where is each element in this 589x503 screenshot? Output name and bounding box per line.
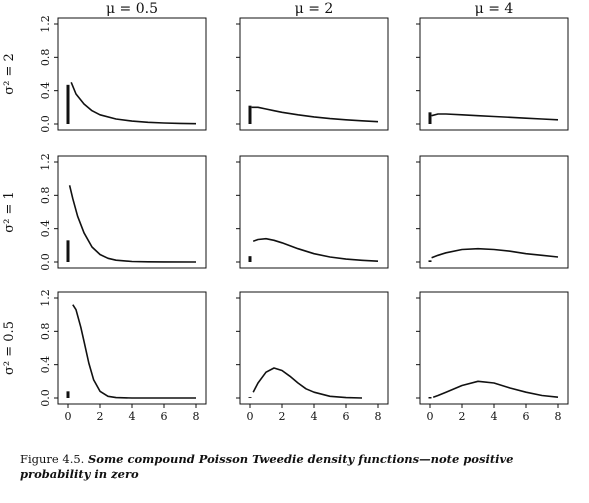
x-tick-label: 8 (375, 410, 382, 423)
panel: 0.0 0.4 0.8 1.2 (39, 15, 207, 133)
x-tick-label: 2 (279, 410, 286, 423)
panel-frame (57, 17, 207, 131)
column-label: μ = 4 (475, 1, 514, 17)
zero-mass-bar (428, 260, 432, 262)
panel-frame (239, 17, 389, 131)
column-labels: μ = 0.5 μ = 2 μ = 4 (106, 1, 513, 17)
zero-mass-bar (428, 397, 432, 399)
density-panel-grid: μ = 0.5 μ = 2 μ = 4 σ² = 2 σ² = 1 σ² = 0.5 0… (2, 1, 569, 423)
caption-lead: Figure 4.5. (20, 452, 85, 466)
x-tick-label: 0 (427, 410, 434, 423)
zero-mass-bar (248, 105, 252, 124)
x-tick-label: 4 (129, 410, 136, 423)
density-curve (68, 185, 197, 263)
x-tick-label: 4 (311, 410, 318, 423)
caption-body: Some compound Poisson Tweedie density fu… (20, 452, 514, 481)
x-tick-label: 0 (65, 410, 72, 423)
density-curve (70, 81, 197, 125)
panel-frame (419, 155, 569, 269)
row-label: σ² = 2 (2, 53, 17, 95)
panel (416, 17, 569, 131)
panel (236, 17, 389, 131)
zero-mass-bar (66, 84, 70, 124)
density-curve (251, 106, 379, 123)
panel: 0 2 4 6 8 (236, 291, 389, 423)
y-tick-label: 0.0 (39, 115, 52, 133)
x-tick-label: 0 (247, 410, 254, 423)
zero-mass-bar (248, 256, 252, 262)
panel: 0.0 0.4 0.8 1.2 (39, 153, 207, 271)
y-tick-label: 0.4 (39, 82, 52, 100)
density-curve (252, 367, 363, 399)
y-tick-label: 0.8 (39, 187, 52, 205)
zero-mass-bar (428, 112, 432, 124)
x-tick-label: 2 (459, 410, 466, 423)
y-tick-label: 0.4 (39, 356, 52, 374)
row-label: σ² = 0.5 (2, 321, 17, 375)
density-curve (252, 237, 379, 262)
y-tick-label: 0.4 (39, 220, 52, 238)
y-tick-label: 0.0 (39, 389, 52, 407)
x-tick-label: 6 (523, 410, 530, 423)
column-label: μ = 2 (295, 1, 334, 17)
panel-frame (239, 155, 389, 269)
panel-frame (239, 291, 389, 405)
row-label: σ² = 1 (2, 191, 17, 233)
panel-frame (57, 291, 207, 405)
y-tick-label: 1.2 (39, 15, 52, 33)
x-tick-label: 8 (193, 410, 200, 423)
y-tick-label: 0.8 (39, 49, 52, 66)
y-tick-label: 1.2 (39, 289, 52, 307)
x-tick-label: 6 (343, 410, 350, 423)
figure-caption: Figure 4.5. Some compound Poisson Tweedi… (20, 452, 580, 482)
zero-mass-bar (66, 240, 70, 262)
column-label: μ = 0.5 (106, 1, 158, 17)
x-tick-label: 2 (97, 410, 104, 423)
density-curve (431, 247, 559, 259)
panel-frame (419, 17, 569, 131)
panel (416, 155, 569, 269)
y-tick-label: 0.8 (39, 323, 52, 341)
x-tick-label: 6 (161, 410, 168, 423)
zero-mass-bar (248, 397, 252, 398)
zero-mass-bar (66, 391, 70, 398)
row-labels: σ² = 2 σ² = 1 σ² = 0.5 (2, 53, 17, 375)
panels: 0.0 0.4 0.8 1.2 0.0 0.4 0.8 1.2 0.0 0.4 0.8 1.2 0 2 4 6… (39, 15, 569, 423)
panel-frame (57, 155, 207, 269)
x-tick-label: 8 (555, 410, 562, 423)
panel: 0 2 4 6 8 (416, 291, 569, 423)
panel: 0.0 0.4 0.8 1.2 0 2 4 6 8 (39, 289, 207, 423)
y-tick-label: 1.2 (39, 153, 52, 171)
density-curve (72, 304, 196, 399)
density-curve (432, 380, 559, 398)
panel (236, 155, 389, 269)
x-tick-label: 4 (491, 410, 498, 423)
y-tick-label: 0.0 (39, 253, 52, 271)
density-curve (431, 113, 559, 121)
panel-frame (419, 291, 569, 405)
